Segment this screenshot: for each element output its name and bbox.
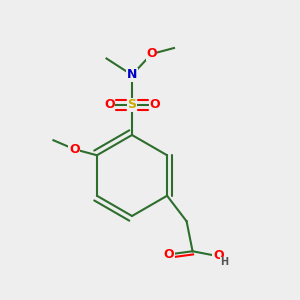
Text: O: O [213, 249, 224, 262]
Text: H: H [220, 257, 228, 267]
Text: O: O [69, 143, 80, 156]
Text: O: O [149, 98, 160, 112]
Text: O: O [104, 98, 115, 112]
Text: N: N [127, 68, 137, 82]
Text: O: O [163, 248, 174, 261]
Text: O: O [146, 47, 157, 61]
Text: S: S [128, 98, 136, 112]
